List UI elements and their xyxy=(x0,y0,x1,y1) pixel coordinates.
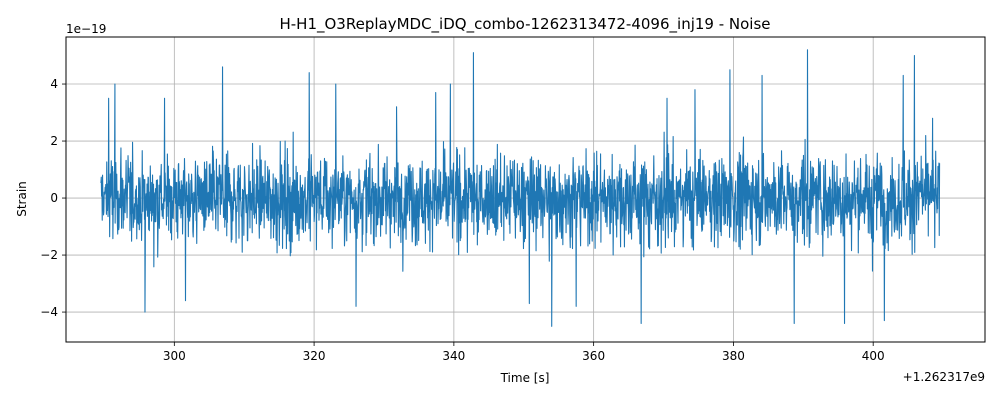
x-tick-label: 380 xyxy=(722,349,745,363)
y-tick-label: −4 xyxy=(40,305,58,319)
y-tick-label: 0 xyxy=(50,191,58,205)
chart-title: H-H1_O3ReplayMDC_iDQ_combo-1262313472-40… xyxy=(279,15,770,34)
x-axis-offset-label: +1.262317e9 xyxy=(903,370,985,384)
grid-lines xyxy=(66,37,985,342)
series-layer xyxy=(100,49,941,327)
x-tick-label: 340 xyxy=(442,349,465,363)
x-tick-label: 300 xyxy=(163,349,186,363)
x-axis-label: Time [s] xyxy=(500,371,550,385)
y-tick-label: 4 xyxy=(50,77,58,91)
y-axis-ticks: −4 −2 0 2 4 xyxy=(40,77,66,319)
y-tick-label: 2 xyxy=(50,134,58,148)
x-tick-label: 400 xyxy=(862,349,885,363)
x-tick-label: 360 xyxy=(582,349,605,363)
y-tick-label: −2 xyxy=(40,248,58,262)
plot-frame xyxy=(65,36,986,343)
noise-series-line xyxy=(100,49,941,327)
y-axis-label: Strain xyxy=(15,181,29,217)
y-axis-scale-label: 1e−19 xyxy=(66,22,106,36)
x-axis-ticks: 300 320 340 360 380 400 xyxy=(163,342,885,363)
x-tick-label: 320 xyxy=(303,349,326,363)
